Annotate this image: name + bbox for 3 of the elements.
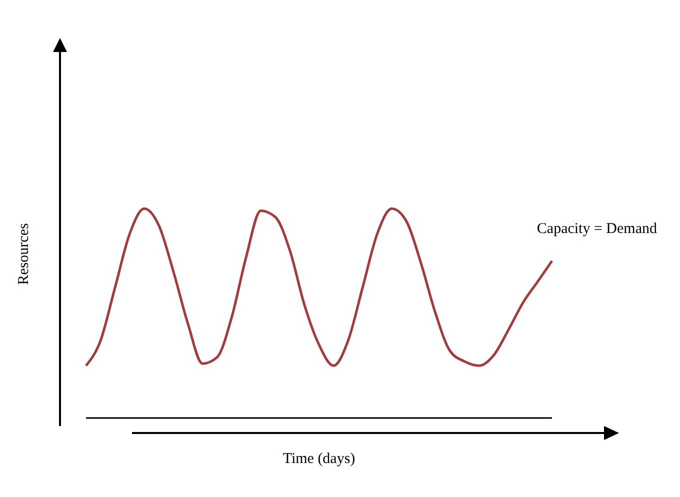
series-label: Capacity = Demand	[536, 220, 658, 237]
x-axis-title: Time (days)	[282, 451, 356, 467]
y-axis-title: Resources	[16, 223, 33, 285]
